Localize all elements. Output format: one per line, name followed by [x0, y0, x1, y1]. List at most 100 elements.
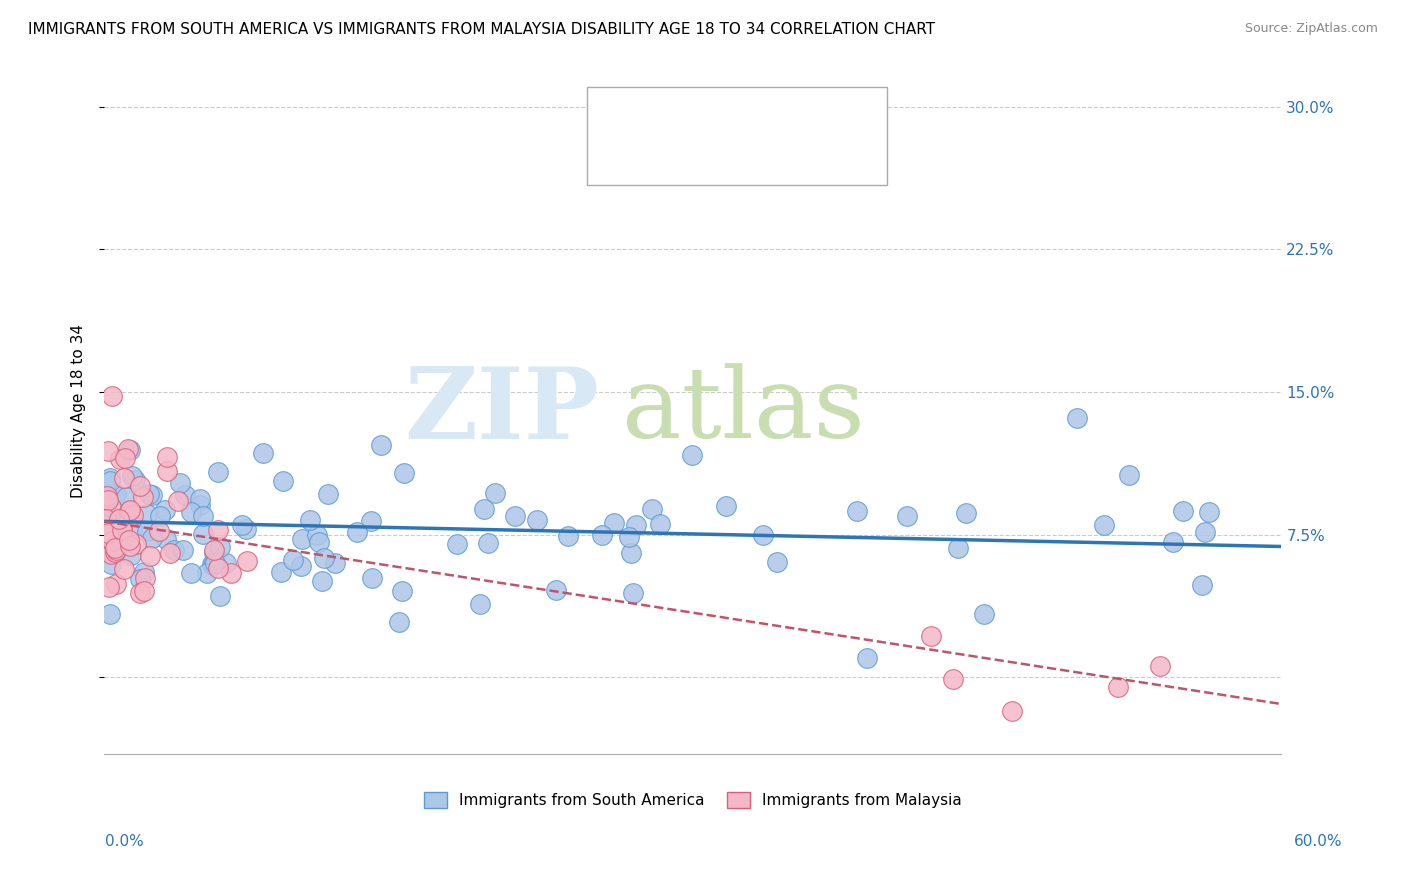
- Point: [121, 522, 143, 536]
- Point: [941, 672, 963, 686]
- Point: [202, 546, 225, 560]
- Point: [592, 528, 614, 542]
- Point: [312, 550, 335, 565]
- Point: [270, 565, 292, 579]
- Point: [1194, 524, 1216, 539]
- Point: [484, 486, 506, 500]
- Point: [174, 487, 197, 501]
- Text: IMMIGRANTS FROM SOUTH AMERICA VS IMMIGRANTS FROM MALAYSIA DISABILITY AGE 18 TO 3: IMMIGRANTS FROM SOUTH AMERICA VS IMMIGRA…: [28, 22, 935, 37]
- Point: [110, 523, 132, 537]
- Point: [120, 503, 142, 517]
- Point: [148, 524, 170, 539]
- Point: [955, 506, 977, 520]
- Point: [752, 527, 775, 541]
- Point: [920, 629, 942, 643]
- Point: [108, 511, 131, 525]
- Point: [1118, 467, 1140, 482]
- Point: [191, 508, 214, 523]
- Point: [845, 503, 868, 517]
- Point: [617, 531, 640, 545]
- Text: atlas: atlas: [623, 363, 865, 458]
- Point: [191, 527, 214, 541]
- Point: [149, 508, 172, 523]
- Bar: [596, 95, 627, 128]
- Point: [252, 445, 274, 459]
- Point: [394, 466, 416, 480]
- Text: ZIP: ZIP: [404, 362, 599, 459]
- Point: [291, 533, 314, 547]
- Point: [134, 565, 156, 579]
- Point: [311, 574, 333, 588]
- Point: [172, 542, 194, 557]
- Text: R =: R =: [640, 103, 672, 119]
- Point: [97, 493, 120, 508]
- Point: [546, 583, 568, 598]
- Text: 60.0%: 60.0%: [1295, 834, 1343, 849]
- Point: [125, 537, 148, 551]
- Point: [714, 499, 737, 513]
- Point: [236, 554, 259, 568]
- Point: [896, 508, 918, 523]
- Point: [602, 516, 624, 531]
- Point: [155, 503, 177, 517]
- Point: [120, 548, 142, 562]
- Point: [131, 490, 153, 504]
- Legend: Immigrants from South America, Immigrants from Malaysia: Immigrants from South America, Immigrant…: [418, 786, 969, 814]
- Point: [1001, 704, 1024, 718]
- Point: [856, 651, 879, 665]
- Point: [281, 553, 304, 567]
- Point: [235, 522, 257, 536]
- Point: [100, 500, 122, 514]
- Point: [141, 488, 163, 502]
- Point: [100, 532, 122, 546]
- Point: [318, 487, 340, 501]
- Point: [159, 546, 181, 560]
- Point: [100, 547, 122, 561]
- Point: [155, 464, 177, 478]
- Point: [121, 508, 143, 522]
- Point: [138, 487, 160, 501]
- Point: [505, 508, 527, 523]
- Point: [107, 535, 129, 549]
- Point: [207, 560, 229, 574]
- Text: R =: R =: [640, 151, 672, 166]
- Point: [96, 512, 118, 526]
- Point: [1149, 658, 1171, 673]
- Point: [202, 543, 225, 558]
- Point: [681, 448, 703, 462]
- Point: [105, 543, 128, 558]
- Point: [114, 451, 136, 466]
- Point: [121, 469, 143, 483]
- Point: [360, 514, 382, 528]
- Point: [129, 479, 152, 493]
- Point: [136, 507, 159, 521]
- Point: [132, 583, 155, 598]
- Point: [624, 517, 647, 532]
- Point: [271, 474, 294, 488]
- Point: [290, 559, 312, 574]
- Point: [208, 589, 231, 603]
- Point: [96, 531, 118, 545]
- Point: [219, 566, 242, 581]
- Point: [202, 558, 225, 572]
- Point: [115, 490, 138, 504]
- Point: [1161, 534, 1184, 549]
- Point: [209, 540, 232, 554]
- Point: [139, 549, 162, 563]
- Point: [155, 533, 177, 547]
- Text: 101: 101: [818, 103, 851, 119]
- Point: [201, 557, 224, 571]
- FancyBboxPatch shape: [586, 87, 887, 186]
- Point: [1066, 411, 1088, 425]
- Text: N =: N =: [769, 103, 803, 119]
- Point: [305, 528, 328, 542]
- Point: [477, 536, 499, 550]
- Point: [105, 542, 128, 557]
- Point: [620, 546, 643, 560]
- Point: [128, 573, 150, 587]
- Point: [110, 524, 132, 538]
- Point: [97, 444, 120, 458]
- Point: [98, 544, 121, 558]
- Y-axis label: Disability Age 18 to 34: Disability Age 18 to 34: [72, 324, 86, 498]
- Point: [96, 528, 118, 542]
